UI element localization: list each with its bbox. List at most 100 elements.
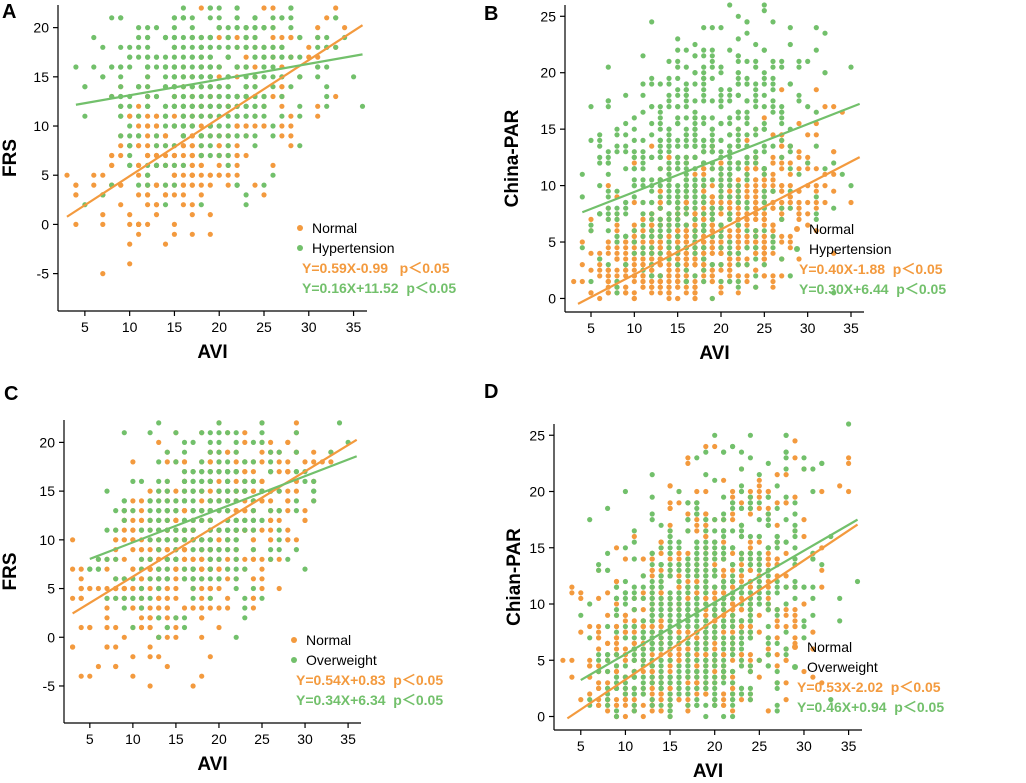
point-hypertension — [127, 64, 133, 70]
point-normal — [792, 612, 798, 618]
point-hypertension — [145, 34, 151, 41]
point-overweight — [242, 478, 248, 484]
point-overweight — [156, 615, 162, 621]
point-overweight — [199, 488, 205, 494]
point-overweight — [658, 646, 664, 652]
point-hypertension — [288, 5, 294, 11]
point-normal — [130, 527, 136, 533]
point-normal — [250, 556, 256, 562]
point-normal — [100, 212, 106, 218]
point-normal — [667, 556, 673, 562]
point-hypertension — [761, 8, 767, 14]
point-overweight — [121, 508, 127, 514]
point-hypertension — [666, 75, 672, 81]
x-tick-label: 25 — [254, 731, 270, 747]
point-normal — [709, 222, 715, 228]
point-hypertension — [657, 81, 663, 87]
point-overweight — [792, 528, 798, 534]
point-overweight — [730, 640, 736, 647]
point-hypertension — [225, 152, 231, 159]
legend-marker-normal — [792, 644, 798, 650]
point-normal — [730, 584, 736, 590]
point-hypertension — [261, 44, 267, 50]
point-normal — [109, 152, 115, 159]
point-hypertension — [640, 92, 646, 98]
y-tick-label: 25 — [529, 427, 545, 443]
point-hypertension — [709, 64, 715, 70]
point-hypertension — [735, 109, 741, 115]
point-normal — [207, 605, 213, 611]
point-overweight — [730, 618, 736, 624]
point-normal — [288, 34, 294, 41]
point-hypertension — [657, 104, 663, 110]
point-normal — [276, 585, 282, 592]
point-normal — [189, 212, 195, 218]
legend-label: Overweight — [807, 659, 878, 675]
point-normal — [225, 172, 231, 178]
point-normal — [738, 595, 745, 602]
point-overweight — [250, 547, 256, 553]
point-overweight — [730, 702, 736, 708]
point-normal — [649, 708, 655, 714]
point-hypertension — [666, 194, 672, 200]
point-normal — [683, 199, 689, 206]
point-normal — [692, 256, 698, 262]
point-overweight — [605, 652, 611, 658]
scatter-points — [70, 420, 351, 689]
point-hypertension — [779, 137, 785, 143]
point-hypertension — [359, 103, 366, 109]
point-overweight — [181, 537, 188, 543]
point-hypertension — [744, 171, 750, 177]
point-normal — [649, 652, 655, 658]
x-axis-title: AVI — [693, 761, 723, 782]
point-normal — [596, 685, 602, 692]
point-overweight — [233, 439, 239, 445]
point-overweight — [156, 547, 162, 553]
point-hypertension — [324, 103, 330, 109]
point-normal — [198, 192, 204, 198]
point-normal — [623, 239, 629, 245]
point-overweight — [694, 505, 700, 511]
point-hypertension — [779, 58, 785, 64]
point-hypertension — [198, 152, 204, 159]
point-overweight — [694, 657, 700, 663]
y-tick-label: 0 — [47, 629, 55, 645]
point-normal — [270, 93, 276, 100]
point-hypertension — [640, 81, 646, 87]
point-hypertension — [657, 149, 663, 155]
y-tick-label: -5 — [43, 678, 56, 694]
point-hypertension — [779, 256, 785, 262]
point-normal — [569, 674, 575, 680]
point-normal — [78, 595, 84, 601]
point-overweight — [207, 478, 213, 484]
point-overweight — [676, 680, 682, 686]
point-normal — [261, 5, 267, 11]
point-hypertension — [770, 81, 776, 87]
point-normal — [259, 556, 265, 562]
point-hypertension — [735, 81, 741, 87]
point-hypertension — [207, 93, 213, 100]
point-hypertension — [761, 81, 767, 87]
point-overweight — [242, 595, 248, 601]
x-axis-title: AVI — [197, 342, 227, 363]
point-normal — [709, 199, 715, 206]
point-overweight — [156, 420, 162, 426]
point-overweight — [113, 508, 119, 514]
point-overweight — [703, 517, 709, 523]
point-overweight — [774, 483, 780, 489]
point-normal — [730, 685, 736, 692]
point-hypertension — [848, 183, 854, 189]
point-normal — [796, 154, 802, 160]
point-normal — [145, 133, 151, 139]
point-overweight — [721, 646, 727, 652]
point-overweight — [121, 595, 127, 601]
x-tick-label: 35 — [843, 320, 859, 336]
point-overweight — [268, 459, 274, 465]
point-normal — [623, 256, 629, 262]
point-normal — [805, 166, 811, 172]
panel-B: B5 10 15 20 25 30 350510152025AVIChina-PARNorm… — [484, 2, 946, 364]
point-hypertension — [270, 172, 276, 178]
point-hypertension — [597, 154, 603, 160]
point-hypertension — [153, 162, 160, 168]
point-normal — [613, 646, 620, 652]
